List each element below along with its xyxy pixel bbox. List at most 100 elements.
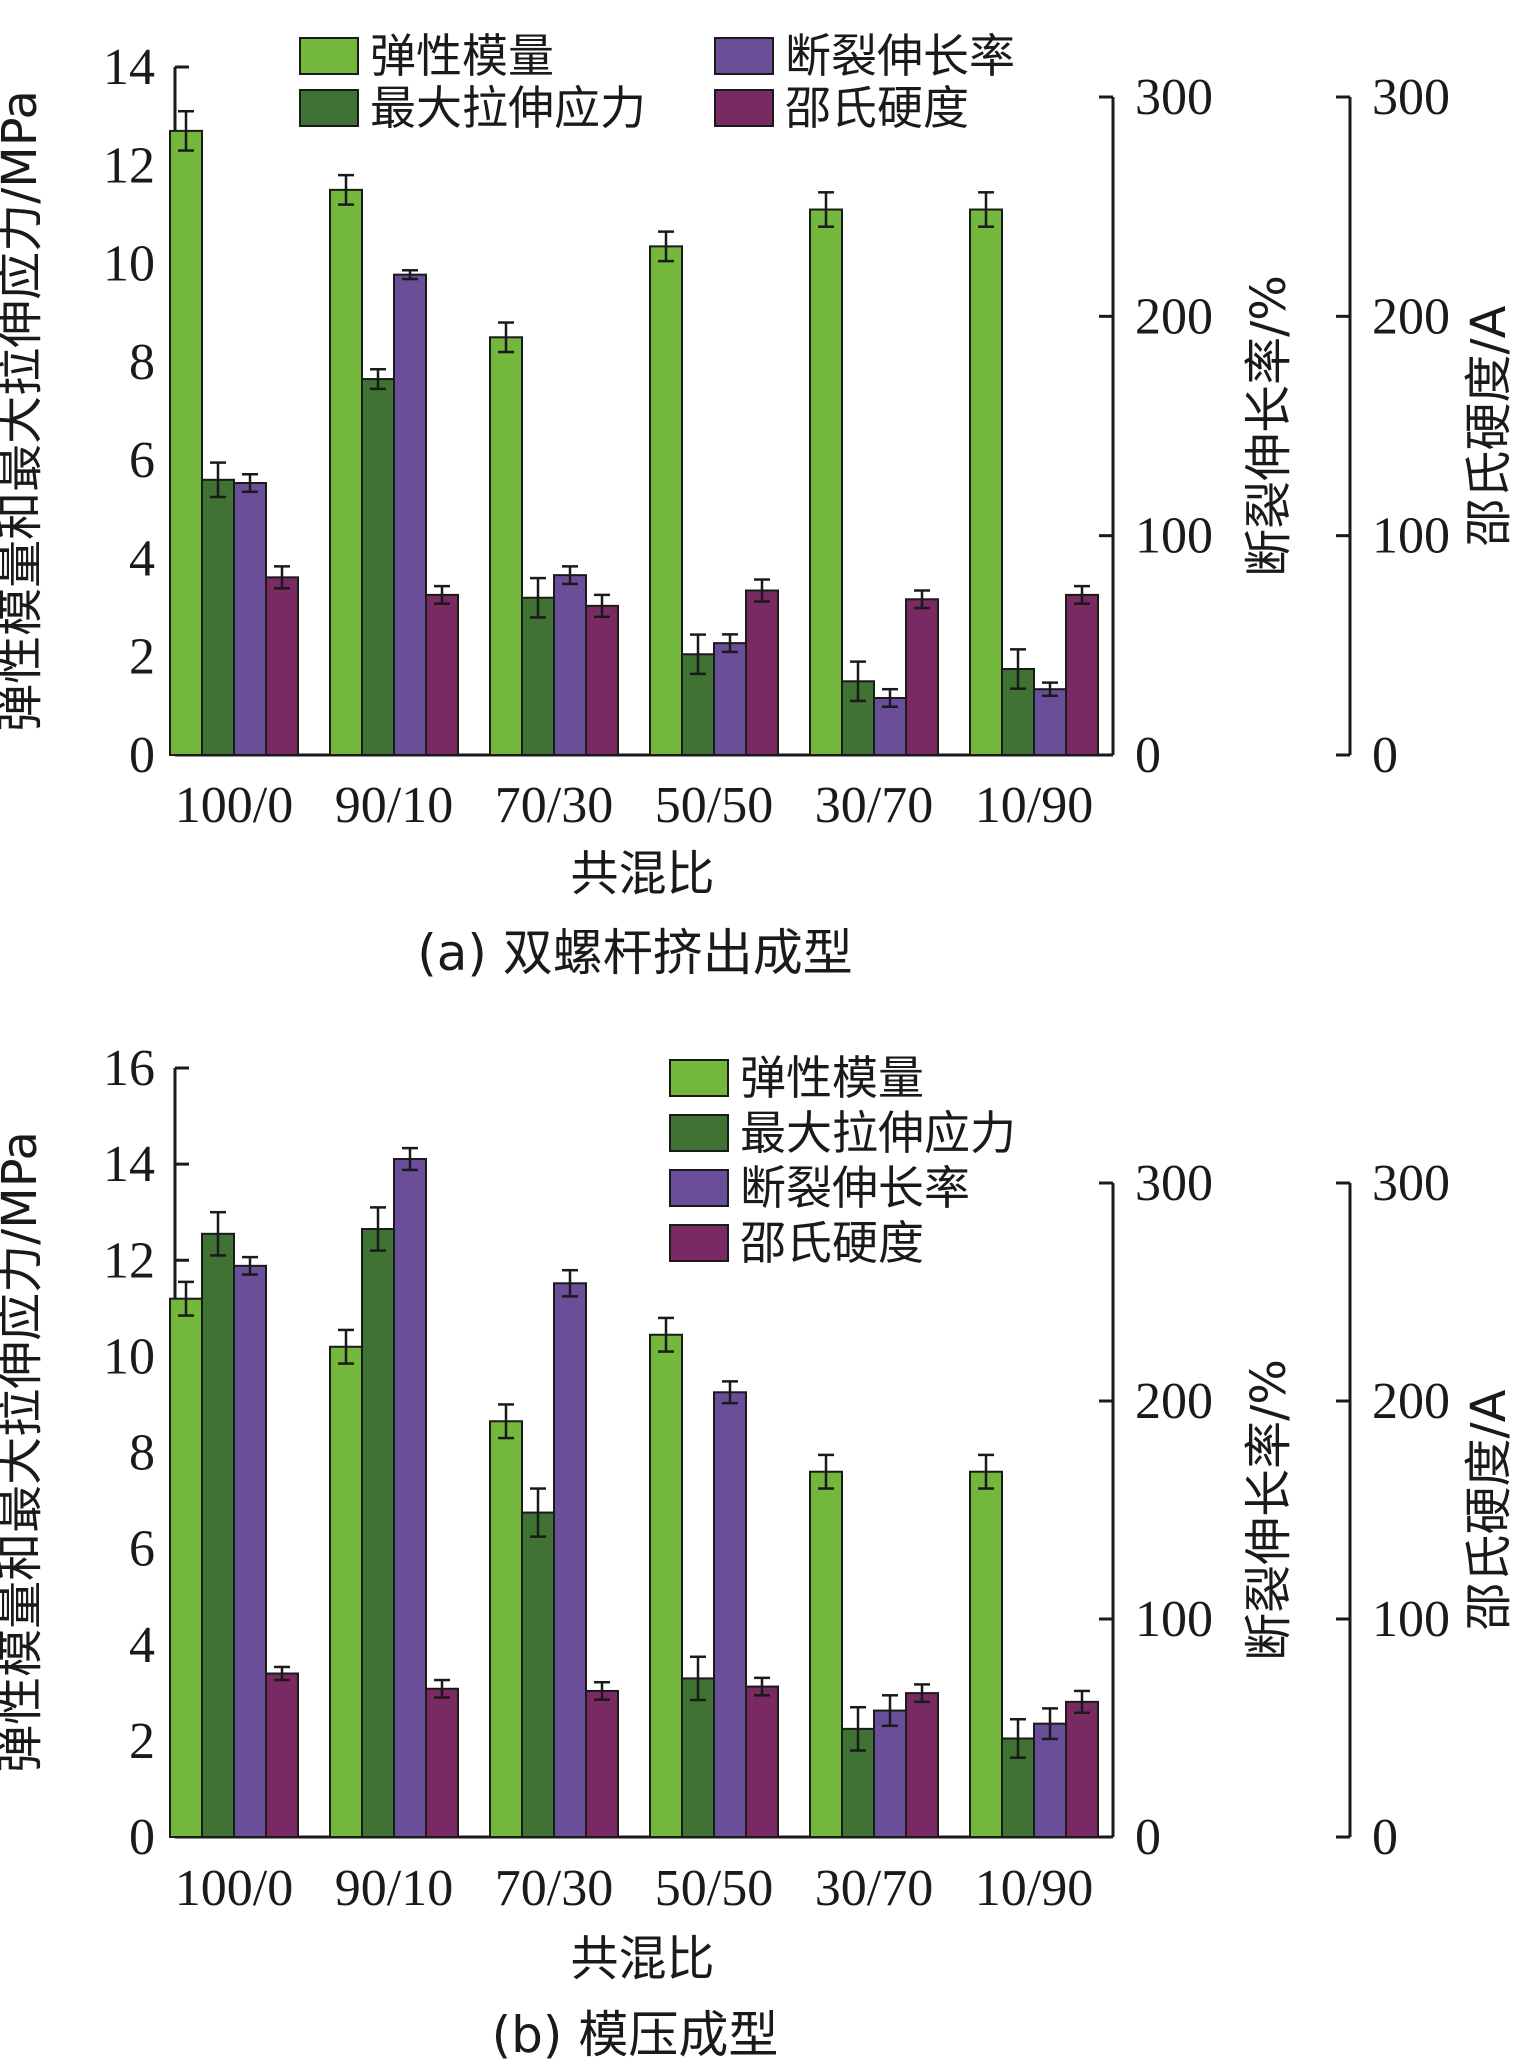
left-axis-label: 弹性模量和最大拉伸应力/MPa [0, 90, 48, 732]
right-tick-label: 0 [1135, 1809, 1161, 1866]
bar [1033, 1722, 1067, 1839]
hardness-tick-label: 200 [1372, 288, 1450, 345]
hardness-axis-label: 邵氏硬度/A [1461, 1389, 1517, 1630]
left-tick-label: 14 [103, 1136, 155, 1193]
category-label: 70/30 [495, 777, 613, 834]
right-axis-label: 断裂伸长率/% [1241, 1359, 1297, 1661]
legend-label: 断裂伸长率 [785, 29, 1015, 83]
legend-label: 邵氏硬度 [740, 1216, 924, 1270]
left-tick-label: 16 [103, 1040, 155, 1097]
hardness-tick-label: 300 [1372, 1155, 1450, 1212]
bar [201, 1232, 235, 1839]
bar [425, 593, 459, 756]
right-tick-label: 200 [1135, 1373, 1213, 1430]
legend-swatch [714, 37, 774, 75]
bar [809, 208, 843, 756]
hardness-axis-label: 邵氏硬度/A [1461, 305, 1517, 546]
hardness-tick-label: 0 [1372, 1809, 1398, 1866]
chart-a: 0 2 4 6 8 10 12 14 0 100 200 300 0 100 200 300 100/0 90/1… [0, 29, 1517, 982]
category-label: 90/10 [335, 777, 453, 834]
bar [969, 1470, 1003, 1838]
left-tick-label: 0 [129, 727, 155, 784]
legend-swatch [669, 1169, 729, 1207]
hardness-tick-label: 300 [1372, 69, 1450, 126]
bar [873, 1709, 907, 1839]
left-tick-label: 12 [103, 137, 155, 194]
right-tick-label: 100 [1135, 508, 1213, 565]
left-tick-label: 6 [129, 432, 155, 489]
bar [969, 208, 1003, 756]
bar [393, 1158, 427, 1838]
bar [329, 188, 363, 757]
left-tick-label: 12 [103, 1232, 155, 1289]
bar [713, 642, 747, 757]
chart-caption: (a) 双螺杆挤出成型 [417, 924, 853, 982]
left-tick-label: 10 [103, 1328, 155, 1385]
bar [585, 1689, 619, 1838]
legend-label: 最大拉伸应力 [740, 1106, 1016, 1160]
left-tick-label: 10 [103, 236, 155, 293]
bar [169, 129, 203, 756]
bar [905, 1692, 939, 1838]
category-label: 70/30 [495, 1860, 613, 1917]
bar [585, 604, 619, 756]
right-tick-label: 300 [1135, 1155, 1213, 1212]
bar [201, 478, 235, 756]
bar [681, 1677, 715, 1839]
left-tick-label: 14 [103, 39, 155, 96]
right-axis-label: 断裂伸长率/% [1241, 275, 1297, 577]
hardness-tick-label: 100 [1372, 1591, 1450, 1648]
bar [745, 589, 779, 756]
bar [489, 1420, 523, 1839]
legend-swatch [669, 1114, 729, 1152]
bar [649, 245, 683, 756]
category-label: 10/90 [975, 777, 1093, 834]
bar [425, 1687, 459, 1839]
right-tick-label: 200 [1135, 288, 1213, 345]
bar [553, 574, 587, 756]
left-tick-label: 8 [129, 334, 155, 391]
legend-label: 弹性模量 [370, 29, 554, 83]
left-tick-label: 2 [129, 629, 155, 686]
bar [1001, 668, 1035, 756]
bar [265, 576, 299, 757]
chart-b: 0 2 4 6 8 10 12 14 16 0 100 200 300 0 100 200 300 100/0 90… [0, 1040, 1517, 2064]
bar [713, 1391, 747, 1839]
bar [361, 378, 395, 756]
category-label: 30/70 [815, 777, 933, 834]
category-label: 30/70 [815, 1860, 933, 1917]
legend-label: 断裂伸长率 [740, 1161, 970, 1215]
bar [1033, 688, 1067, 757]
legend-swatch [299, 89, 359, 127]
hardness-tick-label: 100 [1372, 508, 1450, 565]
x-axis-label: 共混比 [570, 846, 714, 902]
left-tick-label: 0 [129, 1809, 155, 1866]
category-label: 10/90 [975, 1860, 1093, 1917]
legend-swatch [669, 1059, 729, 1097]
category-label: 90/10 [335, 1860, 453, 1917]
left-tick-label: 8 [129, 1425, 155, 1482]
bar [1065, 593, 1099, 756]
category-label: 100/0 [175, 777, 293, 834]
category-label: 50/50 [655, 1860, 773, 1917]
bar [809, 1470, 843, 1838]
bar [1065, 1700, 1099, 1838]
bar [905, 598, 939, 756]
right-tick-label: 0 [1135, 727, 1161, 784]
bar [329, 1345, 363, 1838]
left-tick-label: 4 [129, 530, 155, 587]
legend-swatch [714, 89, 774, 127]
left-axis-label: 弹性模量和最大拉伸应力/MPa [0, 1131, 48, 1773]
x-axis-label: 共混比 [570, 1931, 714, 1987]
bar [265, 1672, 299, 1838]
legend-swatch [299, 37, 359, 75]
left-tick-label: 6 [129, 1521, 155, 1578]
bar [521, 1511, 555, 1838]
bar [169, 1297, 203, 1838]
right-tick-label: 100 [1135, 1591, 1213, 1648]
legend-label: 弹性模量 [740, 1051, 924, 1105]
bar [393, 273, 427, 756]
right-tick-label: 300 [1135, 69, 1213, 126]
bar [489, 336, 523, 756]
